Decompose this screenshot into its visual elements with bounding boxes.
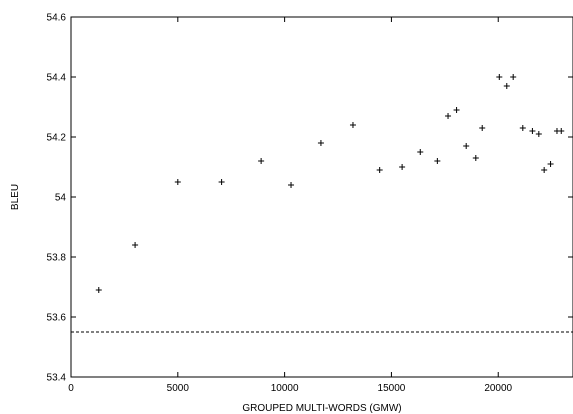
data-point	[529, 128, 536, 134]
data-point	[95, 287, 102, 293]
y-tick-label: 53.8	[47, 253, 67, 264]
x-tick-label: 20000	[484, 383, 512, 394]
data-point	[496, 74, 503, 80]
data-point	[479, 125, 486, 131]
data-point	[434, 158, 441, 164]
data-point	[453, 107, 460, 113]
data-point	[463, 143, 470, 149]
y-axis-label: BLEU	[10, 184, 21, 210]
data-point	[349, 122, 356, 128]
data-point	[417, 149, 424, 155]
data-point	[218, 179, 225, 185]
x-tick-label: 5000	[167, 383, 190, 394]
data-point	[445, 113, 452, 119]
data-point	[541, 167, 548, 173]
y-tick-label: 53.6	[47, 313, 67, 324]
y-tick-label: 54.6	[47, 13, 67, 24]
data-point	[519, 125, 526, 131]
data-point	[288, 182, 295, 188]
data-point	[472, 155, 479, 161]
data-point	[317, 140, 324, 146]
points-layer	[95, 74, 565, 293]
x-tick-label: 0	[68, 383, 74, 394]
axis-ticks: 53.4 53.6 53.8 54 54.2 54.4 54.6 0 5000 10000 1500…	[47, 13, 573, 394]
y-tick-label: 54.2	[47, 133, 67, 144]
x-axis-label: GROUPED MULTI-WORDS (GMW)	[242, 403, 401, 414]
data-point	[258, 158, 265, 164]
x-tick-label: 10000	[271, 383, 299, 394]
data-point	[547, 161, 554, 167]
data-point	[399, 164, 406, 170]
plot-frame	[70, 16, 573, 378]
data-point	[558, 128, 565, 134]
data-point	[510, 74, 517, 80]
data-point	[535, 131, 542, 137]
x-tick-label: 15000	[378, 383, 406, 394]
data-point	[376, 167, 383, 173]
y-tick-label: 54.4	[47, 73, 67, 84]
data-point	[132, 242, 139, 248]
y-tick-label: 53.4	[47, 373, 67, 384]
y-tick-label: 54	[55, 193, 67, 204]
data-point	[174, 179, 181, 185]
data-point	[503, 83, 510, 89]
